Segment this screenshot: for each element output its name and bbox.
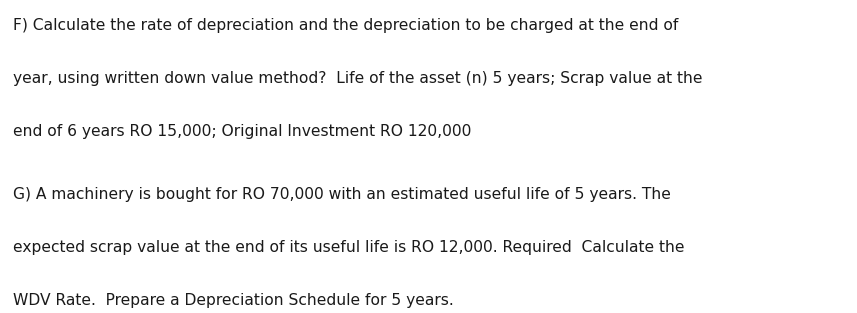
Text: expected scrap value at the end of its useful life is RO 12,000. Required  Calcu: expected scrap value at the end of its u… [13,240,685,255]
Text: year, using written down value method?  Life of the asset (n) 5 years; Scrap val: year, using written down value method? L… [13,71,703,86]
Text: WDV Rate.  Prepare a Depreciation Schedule for 5 years.: WDV Rate. Prepare a Depreciation Schedul… [13,293,453,308]
Text: G) A machinery is bought for RO 70,000 with an estimated useful life of 5 years.: G) A machinery is bought for RO 70,000 w… [13,187,671,202]
Text: F) Calculate the rate of depreciation and the depreciation to be charged at the : F) Calculate the rate of depreciation an… [13,18,678,33]
Text: end of 6 years RO 15,000; Original Investment RO 120,000: end of 6 years RO 15,000; Original Inves… [13,124,471,139]
